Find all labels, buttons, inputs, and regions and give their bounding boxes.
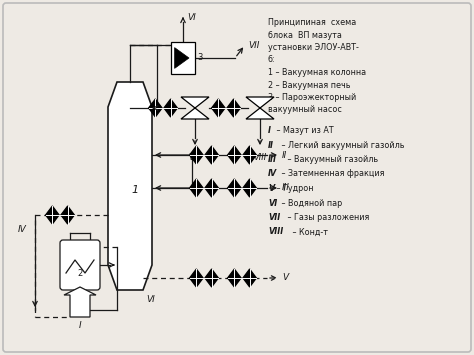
Text: III: III	[282, 184, 290, 192]
Text: III: III	[268, 155, 277, 164]
Text: – Затемненная фракция: – Затемненная фракция	[279, 169, 385, 179]
Text: блока  ВП мазута: блока ВП мазута	[268, 31, 342, 39]
Text: 2: 2	[77, 268, 82, 278]
Text: – Гудрон: – Гудрон	[274, 184, 314, 193]
Text: I: I	[268, 126, 271, 135]
Polygon shape	[243, 269, 256, 287]
Polygon shape	[243, 179, 256, 197]
Polygon shape	[46, 206, 59, 224]
Polygon shape	[205, 179, 219, 197]
Text: II: II	[268, 141, 274, 149]
Polygon shape	[164, 99, 177, 117]
Text: – Водяной пар: – Водяной пар	[279, 198, 343, 208]
Text: 1 – Вакуумная колонна: 1 – Вакуумная колонна	[268, 68, 366, 77]
Polygon shape	[61, 206, 74, 224]
Text: IV: IV	[18, 225, 27, 235]
Text: VII: VII	[268, 213, 280, 222]
Polygon shape	[190, 269, 203, 287]
Polygon shape	[181, 97, 209, 119]
Text: – Мазут из АТ: – Мазут из АТ	[274, 126, 334, 135]
Text: Принципиная  схема: Принципиная схема	[268, 18, 356, 27]
Text: – Газы разложения: – Газы разложения	[284, 213, 369, 222]
Text: IV: IV	[268, 169, 277, 179]
Text: VIII: VIII	[188, 153, 201, 163]
Text: II: II	[282, 151, 287, 159]
Polygon shape	[64, 287, 96, 317]
Text: V: V	[282, 273, 288, 283]
Polygon shape	[211, 99, 225, 117]
Text: VI: VI	[187, 12, 196, 22]
Text: 1: 1	[131, 185, 138, 195]
Text: 3 – Пароэжекторный: 3 – Пароэжекторный	[268, 93, 356, 102]
Text: 2 – Вакуумная печь: 2 – Вакуумная печь	[268, 81, 350, 89]
Bar	[171, 42, 195, 74]
Polygon shape	[205, 146, 219, 164]
Polygon shape	[243, 146, 256, 164]
Text: – Вакуумный газойль: – Вакуумный газойль	[284, 155, 378, 164]
Polygon shape	[108, 82, 152, 290]
Text: VI: VI	[268, 198, 277, 208]
Polygon shape	[190, 179, 203, 197]
Polygon shape	[190, 146, 203, 164]
Polygon shape	[228, 269, 241, 287]
Polygon shape	[228, 146, 241, 164]
Text: – Конд-т: – Конд-т	[290, 228, 328, 236]
Polygon shape	[228, 179, 241, 197]
Text: VII: VII	[248, 40, 259, 49]
Polygon shape	[174, 48, 189, 69]
Text: VIII: VIII	[254, 153, 266, 163]
Text: I: I	[79, 321, 82, 329]
Text: – Легкий вакуумный газойль: – Легкий вакуумный газойль	[279, 141, 405, 149]
Text: VIII: VIII	[268, 228, 283, 236]
Polygon shape	[227, 99, 240, 117]
Text: VI: VI	[146, 295, 155, 304]
Polygon shape	[246, 97, 274, 119]
Polygon shape	[149, 99, 162, 117]
Text: установки ЭЛОУ-АВТ-: установки ЭЛОУ-АВТ-	[268, 43, 359, 52]
Polygon shape	[205, 269, 219, 287]
Text: V: V	[268, 184, 274, 193]
FancyBboxPatch shape	[60, 240, 100, 290]
Text: вакуумный насос: вакуумный насос	[268, 105, 342, 115]
Text: 3: 3	[197, 54, 202, 62]
Text: 6:: 6:	[268, 55, 275, 65]
